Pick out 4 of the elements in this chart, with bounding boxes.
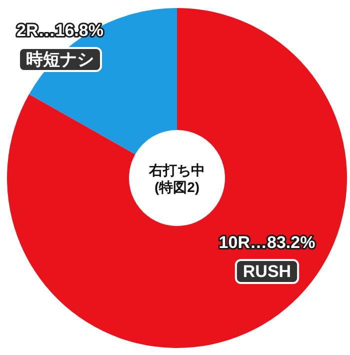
text: 右打ち中 (特図2): [148, 162, 205, 195]
data-label: 10R…83.2%: [218, 233, 316, 252]
text: 時短ナシ: [26, 50, 94, 69]
text: RUSH: [242, 262, 292, 281]
